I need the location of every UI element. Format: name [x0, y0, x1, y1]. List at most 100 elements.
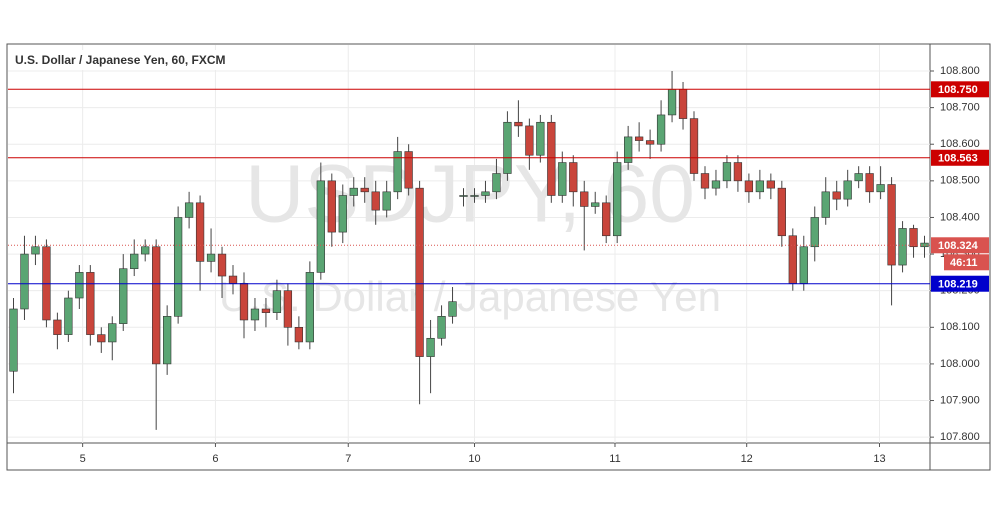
price-level-label: 108.324 — [938, 240, 979, 252]
candle-body — [349, 187, 358, 196]
candle-body — [810, 217, 819, 248]
candle-body — [305, 272, 314, 343]
candle-body — [173, 217, 183, 317]
candle-body — [558, 162, 567, 196]
candle-body — [294, 326, 304, 343]
candle-body — [569, 162, 578, 193]
x-tick-label: 10 — [468, 453, 480, 465]
x-tick-label: 5 — [80, 453, 86, 465]
price-level-tag — [931, 149, 989, 166]
candle-body — [722, 162, 732, 182]
candle-body — [283, 290, 293, 328]
price-level-label: 108.219 — [938, 279, 978, 291]
candle-body — [766, 180, 775, 189]
candle-body — [459, 195, 468, 197]
candle-body — [909, 228, 918, 248]
candle-body — [195, 202, 205, 262]
y-tick-label: 108.000 — [940, 358, 980, 370]
candle-body — [64, 297, 73, 335]
candle-body — [689, 118, 699, 174]
candle-body — [20, 253, 29, 310]
candle-body — [920, 242, 929, 248]
candle-body — [898, 228, 907, 266]
candle-body — [755, 180, 765, 193]
candle-body — [580, 191, 589, 207]
candle-body — [108, 323, 117, 343]
candle-body — [645, 140, 655, 145]
candle-body — [404, 151, 413, 189]
countdown-label: 46:11 — [950, 257, 978, 269]
price-level-label: 108.750 — [938, 84, 978, 96]
candle-body — [327, 180, 336, 233]
x-tick-label: 11 — [609, 453, 620, 465]
candle-body — [217, 253, 227, 277]
y-tick-label: 108.800 — [940, 65, 980, 77]
candle-body — [514, 121, 523, 127]
candle-body — [448, 301, 457, 317]
x-tick-label: 7 — [345, 453, 351, 465]
title-background — [9, 50, 234, 70]
candle-body — [832, 191, 841, 200]
candle-body — [613, 162, 622, 237]
candle-body — [239, 283, 249, 321]
candle-body — [382, 191, 391, 211]
candle-body — [470, 195, 479, 197]
price-level-tag — [931, 81, 989, 98]
countdown-tag — [944, 254, 989, 271]
y-tick-label: 108.700 — [940, 102, 980, 114]
candle-body — [206, 253, 216, 262]
candle-body — [536, 121, 545, 156]
chart-title: U.S. Dollar / Japanese Yen, 60, FXCM — [15, 53, 226, 67]
x-tick-label: 12 — [741, 453, 753, 465]
candle-body — [360, 187, 369, 193]
y-tick-label: 107.900 — [940, 394, 980, 406]
candle-body — [503, 121, 512, 174]
candle-body — [415, 187, 424, 357]
candle-body — [426, 337, 435, 357]
candle-body — [338, 195, 347, 233]
candle-body — [591, 202, 600, 207]
candle-body — [799, 246, 808, 284]
candle-body — [53, 319, 62, 335]
candle-body — [843, 180, 852, 200]
candle-body — [31, 246, 40, 255]
candle-body — [876, 184, 885, 193]
candle-body — [86, 272, 95, 335]
y-tick-label: 108.100 — [940, 321, 980, 333]
candle-body — [393, 151, 402, 193]
watermark-subtitle: U.S. Dollar / Japanese Yen — [219, 273, 721, 320]
candle-body — [9, 308, 18, 372]
x-tick-label: 6 — [212, 453, 218, 465]
x-tick-label: 13 — [873, 453, 885, 465]
candle-body — [700, 173, 710, 189]
candle-body — [711, 180, 721, 189]
candle-body — [141, 246, 150, 255]
candle-body — [184, 202, 194, 218]
y-tick-label: 108.600 — [940, 138, 980, 150]
candle-body — [656, 114, 666, 145]
candle-body — [624, 136, 633, 163]
candle-body — [228, 275, 238, 284]
candle-body — [854, 173, 863, 182]
candle-body — [788, 235, 797, 284]
candle-body — [547, 121, 556, 196]
price-level-tag — [931, 237, 989, 254]
candle-body — [119, 268, 128, 324]
candle-body — [437, 316, 446, 339]
candle-body — [525, 125, 534, 156]
candle-body — [821, 191, 830, 218]
candle-body — [152, 246, 161, 365]
candle-body — [163, 316, 172, 365]
candle-body — [371, 191, 380, 211]
candle-body — [75, 272, 84, 299]
price-level-tag — [931, 275, 989, 292]
candle-body — [777, 187, 786, 237]
y-tick-label: 108.500 — [940, 175, 980, 187]
candle-body — [887, 184, 896, 266]
candle-body — [602, 202, 611, 237]
candle-body — [492, 173, 501, 193]
candle-body — [744, 180, 754, 193]
candle-body — [865, 173, 874, 193]
candle-body — [130, 253, 139, 270]
candle-body — [272, 290, 282, 313]
